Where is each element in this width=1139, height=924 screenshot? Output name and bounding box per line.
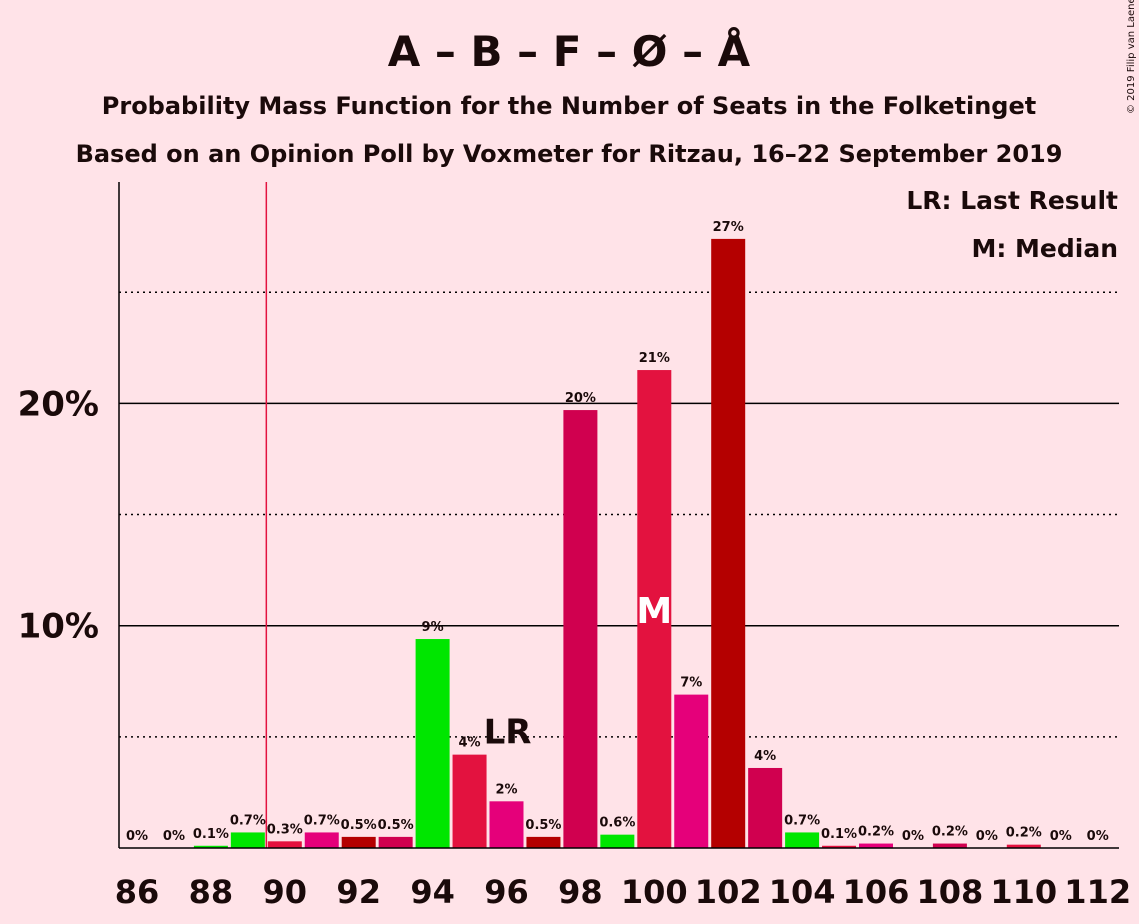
bar-98 [563, 410, 598, 848]
bar-89 [230, 832, 265, 848]
data-label-94: 9% [422, 620, 444, 635]
x-tick-label: 88 [189, 873, 234, 911]
data-label-102: 27% [713, 220, 744, 235]
bar-104 [785, 832, 820, 848]
bar-97 [526, 836, 561, 848]
data-label-103: 4% [754, 749, 776, 764]
data-label-110: 0.2% [1006, 826, 1042, 841]
data-label-98: 20% [565, 391, 596, 406]
data-label-88: 0.1% [193, 827, 229, 842]
bar-93 [378, 836, 413, 848]
bar-88 [193, 845, 228, 848]
data-label-105: 0.1% [821, 827, 857, 842]
data-label-111: 0% [1050, 829, 1072, 844]
bar-92 [341, 836, 376, 848]
x-tick-label: 90 [263, 873, 308, 911]
x-tick-label: 86 [115, 873, 160, 911]
bar-96 [489, 801, 524, 848]
data-label-87: 0% [163, 829, 185, 844]
y-tick-label: 20% [18, 384, 99, 424]
bar-91 [304, 832, 339, 848]
bar-108 [932, 843, 967, 848]
median-marker: M [636, 591, 672, 632]
data-label-100: 21% [639, 351, 670, 366]
data-label-91: 0.7% [304, 813, 340, 828]
bars [193, 238, 1041, 848]
data-label-92: 0.5% [341, 818, 377, 833]
bar-90 [267, 841, 302, 848]
chart-title: A – B – F – Ø – Å [388, 26, 751, 76]
data-label-107: 0% [902, 829, 924, 844]
grid-lines [119, 291, 1119, 738]
data-label-101: 7% [680, 676, 702, 691]
x-tick-label: 94 [410, 873, 455, 911]
x-tick-label: 104 [769, 873, 836, 911]
bar-99 [600, 834, 635, 848]
data-label-90: 0.3% [267, 822, 303, 837]
x-tick-label: 110 [990, 873, 1057, 911]
markers: M LR [265, 182, 672, 848]
data-label-96: 2% [495, 782, 517, 797]
x-tick-label: 100 [621, 873, 688, 911]
x-tick-label: 102 [695, 873, 762, 911]
bar-95 [452, 754, 487, 848]
data-label-99: 0.6% [599, 816, 635, 831]
data-label-97: 0.5% [525, 818, 561, 833]
data-labels: 0% 0% 0.1%0.7%0.3%0.7% 0.5% 0.5%9%4%2%0.5%20… [126, 220, 1109, 844]
data-label-112: 0% [1087, 829, 1109, 844]
x-tick-label: 108 [917, 873, 984, 911]
bar-101 [674, 694, 709, 848]
data-label-108: 0.2% [932, 825, 968, 840]
x-tick-label: 92 [336, 873, 381, 911]
x-tick-label: 106 [843, 873, 910, 911]
bar-106 [859, 843, 893, 848]
bar-110 [1006, 844, 1041, 848]
bar-100 [637, 370, 672, 848]
copyright-text: © 2019 Filip van Laenen [1126, 0, 1137, 114]
legend-median: M: Median [971, 234, 1118, 263]
chart-subtitle-1: Probability Mass Function for the Number… [102, 92, 1036, 120]
data-label-109: 0% [976, 829, 998, 844]
x-tick-label: 96 [484, 873, 529, 911]
x-tick-label: 112 [1064, 873, 1131, 911]
bar-103 [748, 767, 783, 848]
data-label-106: 0.2% [858, 825, 894, 840]
y-tick-label: 10% [18, 607, 99, 647]
data-label-95: 4% [459, 736, 481, 751]
x-tick-label: 98 [558, 873, 603, 911]
data-label-89: 0.7% [230, 813, 266, 828]
x-axis-ticks: 86 88 90 92 94 96 98 100 102 104 106 108 110 112 [115, 873, 1131, 911]
data-label-86: 0% [126, 829, 148, 844]
data-label-93: 0.5% [378, 818, 414, 833]
chart-subtitle-2: Based on an Opinion Poll by Voxmeter for… [76, 140, 1063, 168]
bar-102 [711, 238, 746, 848]
last-result-label: LR [484, 712, 532, 752]
y-axis-ticks: 10% 20% [18, 384, 99, 646]
bar-105 [822, 845, 857, 848]
bar-94 [415, 639, 450, 848]
data-label-104: 0.7% [784, 813, 820, 828]
legend-last-result: LR: Last Result [906, 186, 1118, 215]
